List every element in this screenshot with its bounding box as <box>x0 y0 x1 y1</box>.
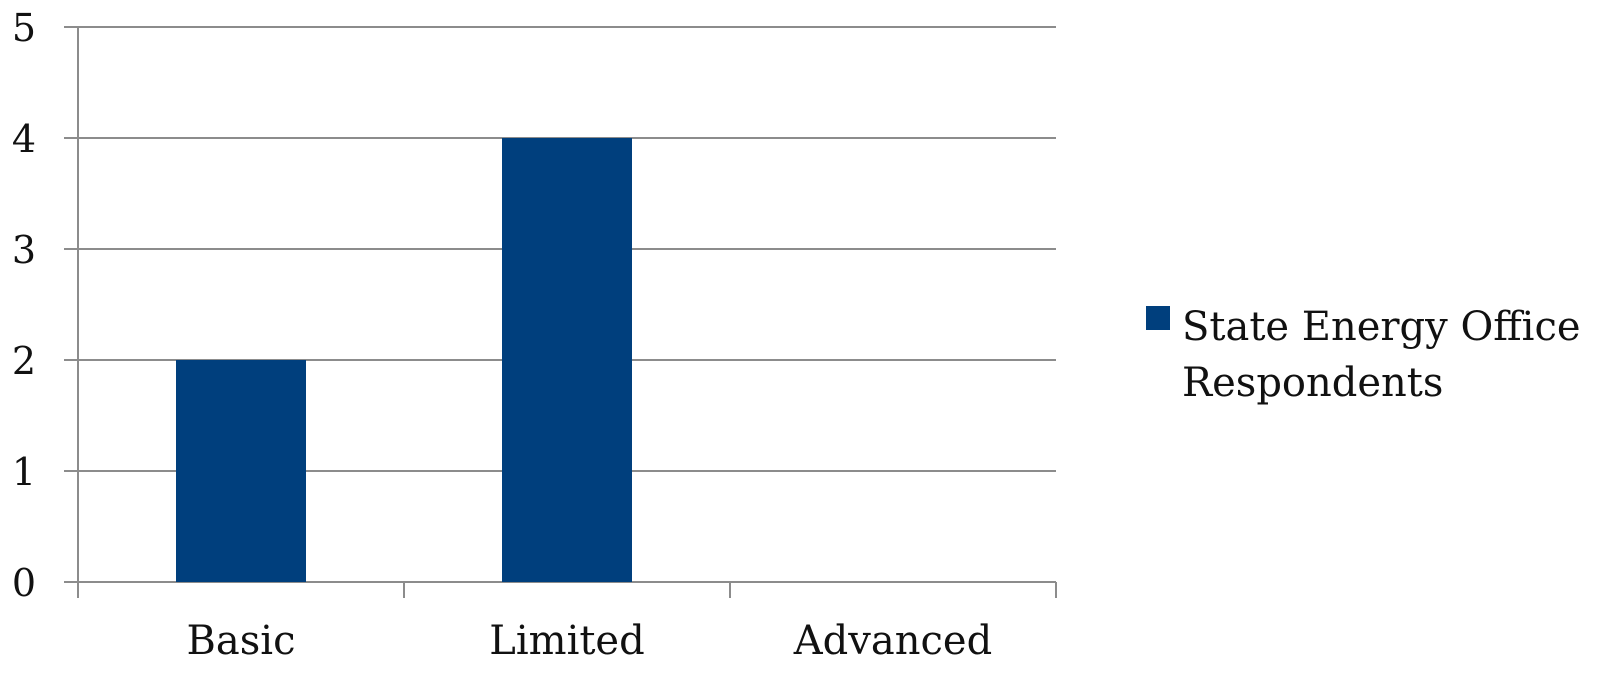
x-tick-labels: Basic Limited Advanced <box>187 618 993 664</box>
axes <box>77 27 1057 598</box>
legend: State Energy Office Respondents <box>1146 299 1624 411</box>
y-tick-label: 4 <box>12 117 36 161</box>
legend-swatch <box>1146 306 1170 330</box>
x-tick-label: Advanced <box>793 618 992 664</box>
legend-label: State Energy Office Respondents <box>1182 304 1581 406</box>
bar-limited <box>502 138 632 582</box>
y-tick-label: 5 <box>12 6 36 50</box>
y-tick-label: 0 <box>12 561 36 605</box>
y-tick-label: 2 <box>12 339 36 383</box>
y-tick-label: 3 <box>12 228 36 272</box>
y-tick-labels: 0 1 2 3 4 5 <box>12 6 36 605</box>
y-tick-label: 1 <box>12 450 36 494</box>
bars <box>176 138 632 582</box>
x-tick-label: Basic <box>187 618 296 664</box>
bar-basic <box>176 360 306 582</box>
x-tick-label: Limited <box>489 618 644 664</box>
